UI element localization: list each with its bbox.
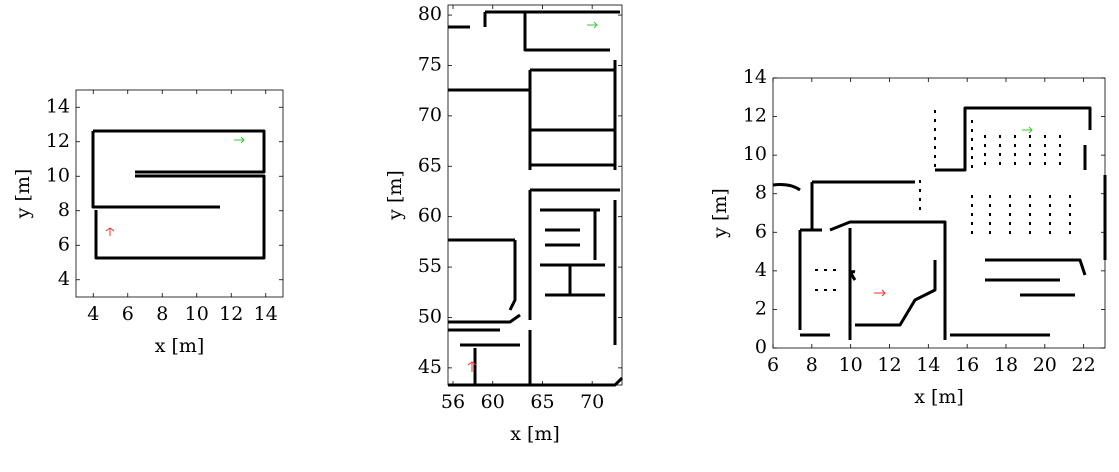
x-tick-label: 6 <box>122 303 134 325</box>
x-tick-label: 60 <box>481 391 505 413</box>
y-tick-label: 8 <box>58 199 70 221</box>
y-tick-label: 6 <box>58 233 70 255</box>
x-axis-label: x [m] <box>510 423 560 445</box>
y-tick-label: 10 <box>46 164 70 186</box>
y-axis-label: y [m] <box>709 188 731 239</box>
goal-marker <box>1022 126 1033 134</box>
map-walls-2 <box>448 10 624 387</box>
x-axis-label: x [m] <box>155 335 205 357</box>
start-marker <box>467 361 477 372</box>
x-tick-label: 8 <box>156 303 168 325</box>
y-tick-label: 4 <box>58 268 70 290</box>
x-tick-label: 10 <box>839 354 863 376</box>
plot-frame <box>75 89 284 298</box>
y-tick-label: 65 <box>418 154 442 176</box>
x-tick-label: 16 <box>955 354 979 376</box>
y-tick-label: 70 <box>418 104 442 126</box>
plot-frame <box>772 77 1106 349</box>
y-tick-label: 14 <box>743 66 767 88</box>
plot-frame <box>447 4 623 386</box>
x-tick-label: 14 <box>254 303 278 325</box>
x-tick-label: 14 <box>916 354 940 376</box>
x-tick-label: 18 <box>994 354 1018 376</box>
y-tick-label: 0 <box>755 336 767 358</box>
map-walls-3 <box>772 106 1107 340</box>
y-tick-label: 75 <box>418 53 442 75</box>
wall <box>772 106 1107 340</box>
y-tick-label: 60 <box>418 205 442 227</box>
x-tick-label: 20 <box>1033 354 1057 376</box>
y-tick-label: 8 <box>755 182 767 204</box>
x-tick-label: 10 <box>185 303 209 325</box>
start-marker <box>874 289 886 297</box>
x-tick-label: 70 <box>580 391 604 413</box>
map-walls-1 <box>91 129 266 260</box>
goal-marker <box>587 21 598 29</box>
y-axis-label: y [m] <box>384 170 406 221</box>
y-tick-label: 2 <box>755 297 767 319</box>
y-axis-label: y [m] <box>12 169 34 220</box>
x-tick-label: 6 <box>767 354 779 376</box>
y-tick-label: 10 <box>743 143 767 165</box>
x-tick-label: 8 <box>806 354 818 376</box>
x-axis-label: x [m] <box>914 386 964 408</box>
x-tick-label: 22 <box>1072 354 1096 376</box>
start-marker <box>105 227 115 236</box>
y-tick-label: 14 <box>46 95 70 117</box>
y-tick-label: 12 <box>46 130 70 152</box>
y-tick-label: 50 <box>418 305 442 327</box>
y-tick-label: 6 <box>755 220 767 242</box>
y-tick-label: 4 <box>755 259 767 281</box>
x-tick-label: 4 <box>87 303 99 325</box>
wall <box>815 110 1071 291</box>
x-tick-label: 65 <box>530 391 554 413</box>
goal-marker <box>234 136 245 144</box>
y-tick-label: 80 <box>418 3 442 25</box>
x-tick-label: 12 <box>877 354 901 376</box>
y-tick-label: 45 <box>418 356 442 378</box>
wall <box>448 10 624 387</box>
x-tick-label: 12 <box>219 303 243 325</box>
y-tick-label: 55 <box>418 255 442 277</box>
x-tick-label: 56 <box>441 391 465 413</box>
y-tick-label: 12 <box>743 105 767 127</box>
wall <box>91 129 266 260</box>
